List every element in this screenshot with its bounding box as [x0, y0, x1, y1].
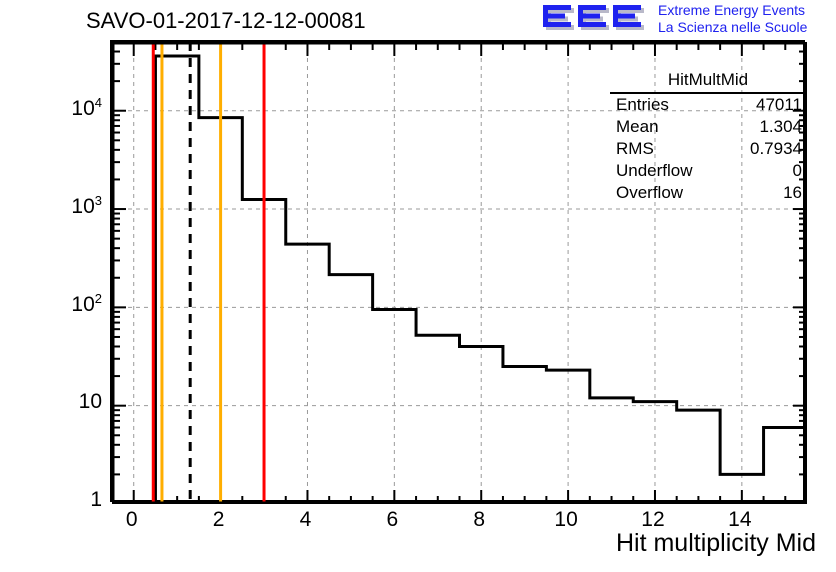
stats-row-label: Underflow [616, 161, 693, 180]
stats-row-label: Mean [616, 117, 659, 136]
plot-frame [110, 40, 807, 504]
stats-row-label: Entries [616, 95, 669, 114]
stats-row: RMS 0.7934 [610, 138, 806, 160]
stats-row: Mean 1.304 [610, 116, 806, 138]
stats-row-label: Overflow [616, 183, 684, 202]
y-tick-label: 10 [78, 389, 102, 413]
stats-row-value: 16 [783, 183, 802, 202]
stats-title: HitMultMid [610, 70, 806, 94]
eee-logo-line1: Extreme Energy Events [658, 2, 806, 18]
stats-row: Entries 47011 [610, 94, 806, 116]
stats-box: HitMultMid Entries 47011 Mean 1.304 RMS 0.793… [610, 70, 806, 204]
stats-row: Underflow 0 [610, 160, 806, 182]
stats-rows: Entries 47011 Mean 1.304 RMS 0.7934 Underflow 0… [610, 94, 806, 204]
frame-border [112, 42, 807, 504]
x-tick-label: 2 [212, 508, 225, 531]
y-tick-label: 104 [71, 94, 102, 120]
histogram-outline [153, 54, 807, 504]
stats-row-value: 47011 [755, 95, 802, 114]
x-tick-label: 4 [299, 508, 312, 531]
x-tick-label: 8 [473, 508, 486, 531]
eee-logo-line2: La Scienza nelle Scuole [658, 19, 808, 35]
x-tick-label: 6 [386, 508, 399, 531]
eee-logo-mark [543, 5, 644, 30]
stats-row: Overflow 16 [610, 182, 806, 204]
histogram-canvas [112, 42, 807, 504]
eee-logo-text: Extreme Energy Events La Scienza nelle S… [658, 2, 807, 36]
y-tick-label: 1 [90, 488, 102, 511]
x-tick-label: 0 [125, 508, 138, 531]
stats-row-value: 0.7934 [750, 139, 802, 158]
page-title: SAVO-01-2017-12-12-00081 [86, 8, 366, 33]
x-tick-label: 14 [728, 508, 752, 531]
eee-logo: Extreme Energy Events La Scienza nelle S… [540, 2, 836, 38]
x-tick-label: 12 [641, 508, 665, 531]
stats-row-value: 0 [792, 161, 802, 180]
stats-row-label: RMS [616, 139, 654, 158]
stats-row-value: 1.304 [759, 117, 802, 136]
x-tick-label: 10 [554, 508, 578, 531]
y-tick-label: 102 [71, 291, 102, 317]
y-tick-label: 103 [71, 193, 102, 219]
x-axis-title: Hit multiplicity Mid [615, 529, 816, 557]
